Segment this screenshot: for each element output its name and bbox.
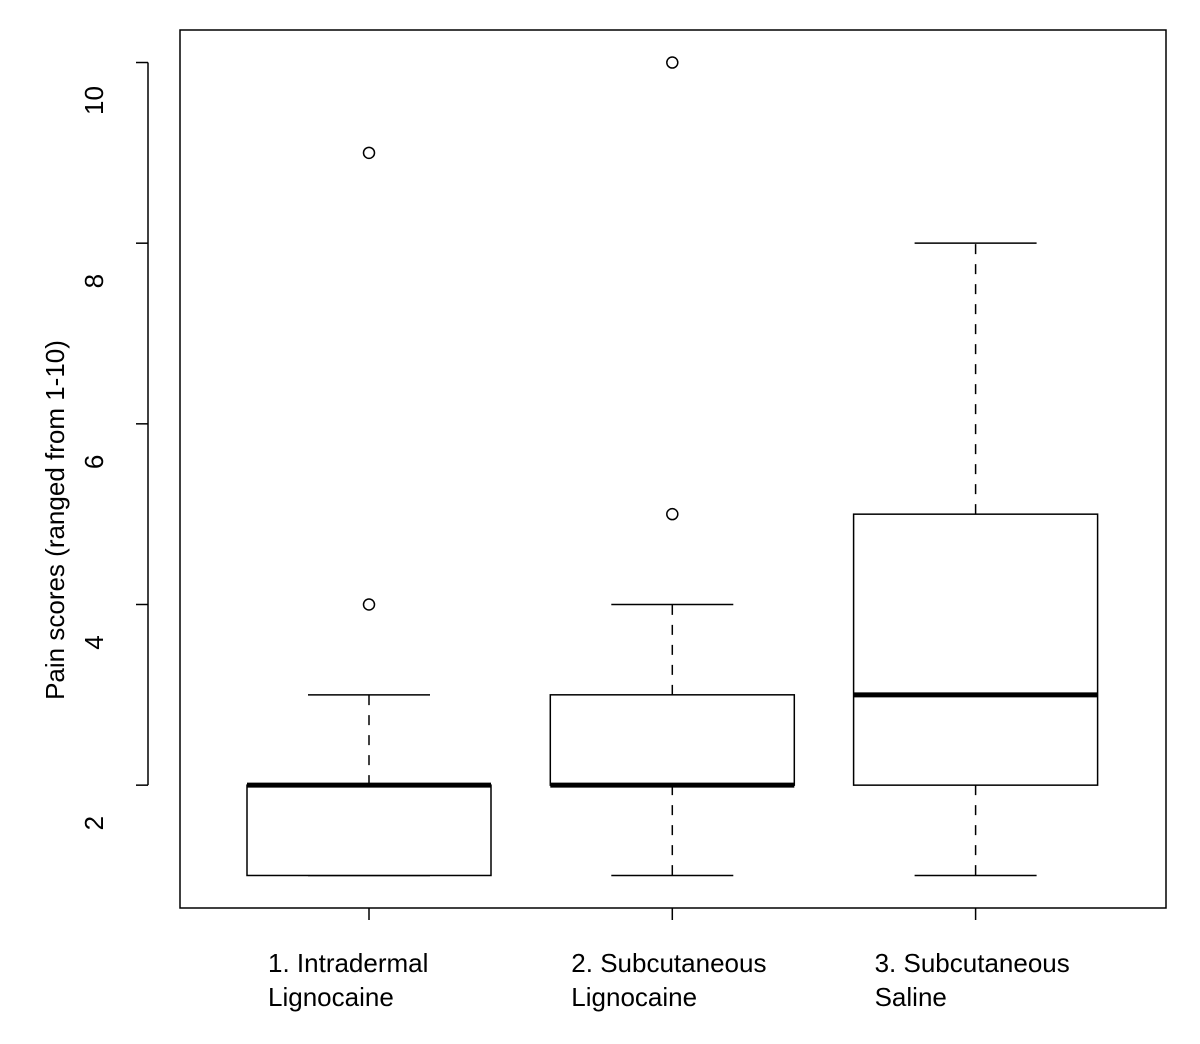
x-tick-label: 2. Subcutaneous Lignocaine <box>571 948 766 1012</box>
y-tick-label: 8 <box>79 274 109 288</box>
y-axis: 2 4 6 8 10 <box>79 61 149 830</box>
y-tick-label: 4 <box>79 635 109 649</box>
y-axis-label: Pain scores (ranged from 1-10) <box>40 340 70 700</box>
boxes-layer <box>246 56 1099 877</box>
box-iqr <box>246 784 492 877</box>
outlier-point <box>362 146 376 160</box>
x-axis: 1. Intradermal Lignocaine 2. Subcutaneous L… <box>268 908 1070 1012</box>
y-tick-label: 6 <box>79 455 109 469</box>
x-tick-label: 1. Intradermal Lignocaine <box>268 948 428 1012</box>
box-iqr <box>852 513 1099 786</box>
y-tick-label: 10 <box>79 86 109 115</box>
outlier-point <box>362 598 376 611</box>
y-tick-label: 2 <box>79 816 109 830</box>
outlier-point <box>666 56 679 69</box>
x-tick-label: 3. Subcutaneous Saline <box>875 948 1070 1012</box>
box-iqr <box>549 694 796 786</box>
outlier-point <box>666 507 679 521</box>
